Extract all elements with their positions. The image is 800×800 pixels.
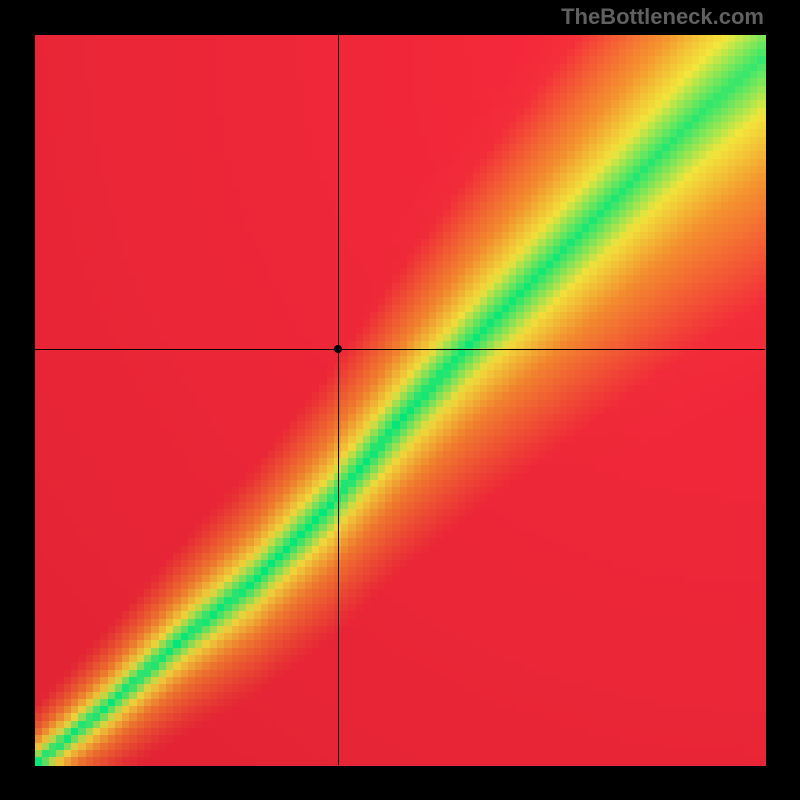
crosshair-vertical — [338, 35, 339, 765]
watermark-text: TheBottleneck.com — [561, 4, 764, 30]
crosshair-marker — [334, 345, 342, 353]
chart-container: TheBottleneck.com — [0, 0, 800, 800]
bottleneck-heatmap — [0, 0, 800, 800]
crosshair-horizontal — [35, 349, 765, 350]
